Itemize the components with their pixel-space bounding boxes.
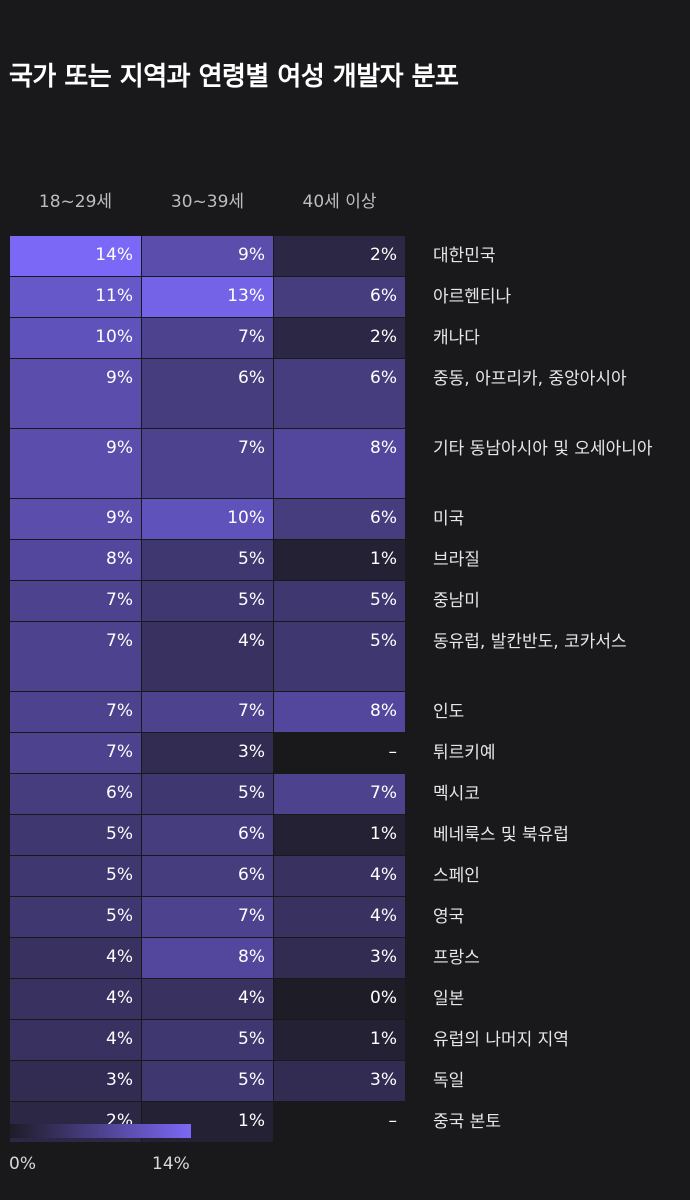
row-label: 캐나다 [433,328,480,348]
row-label: 기타 동남아시아 및 오세아니아 [433,439,653,459]
heatmap-cell: 5% [274,581,405,621]
heatmap-cell: 14% [10,236,141,276]
heatmap-cell: 9% [10,429,141,498]
heatmap-cell: 8% [274,429,405,498]
heatmap-cell: 5% [274,622,405,691]
heatmap-cell: 6% [142,815,273,855]
heatmap-cell: 5% [142,1020,273,1060]
heatmap-cell: 9% [10,359,141,428]
row-label: 멕시코 [433,784,480,804]
row-label: 독일 [433,1071,465,1091]
row-label: 아르헨티나 [433,287,512,307]
heatmap-cell: 6% [274,499,405,539]
heatmap-cell: 6% [10,774,141,814]
heatmap-cell: 7% [142,692,273,732]
heatmap-cell: 2% [274,318,405,358]
heatmap-cell: 3% [274,1061,405,1101]
heatmap-cell: 1% [274,540,405,580]
row-label: 스페인 [433,866,480,886]
row-label: 유럽의 나머지 지역 [433,1030,569,1050]
heatmap-cell: 8% [10,540,141,580]
heatmap-cell: 7% [142,897,273,937]
heatmap-cell: 3% [10,1061,141,1101]
heatmap-cell: 7% [10,581,141,621]
heatmap-cell: 3% [274,938,405,978]
row-label: 인도 [433,702,465,722]
row-label: 브라질 [433,550,480,570]
legend-color-scale [10,1124,191,1138]
heatmap-cell: – [274,1102,405,1142]
row-label: 대한민국 [433,246,496,266]
heatmap-cell: 6% [274,359,405,428]
heatmap-cell: 5% [10,815,141,855]
legend-min-label: 0% [9,1154,36,1174]
heatmap-cell: 4% [10,979,141,1019]
heatmap-cell: 7% [142,429,273,498]
heatmap-cell: 7% [274,774,405,814]
heatmap-cell: 0% [274,979,405,1019]
heatmap-cell: 4% [10,938,141,978]
heatmap-cell: 9% [10,499,141,539]
heatmap-cell: 4% [142,622,273,691]
heatmap-cell: 10% [142,499,273,539]
heatmap-cell: 6% [274,277,405,317]
heatmap-cell: 8% [274,692,405,732]
row-label: 일본 [433,989,465,1009]
row-label: 튀르키예 [433,743,496,763]
heatmap-cell: 7% [142,318,273,358]
heatmap-cell: – [274,733,405,773]
row-label: 프랑스 [433,948,480,968]
heatmap-cell: 4% [274,856,405,896]
heatmap-cell: 1% [274,815,405,855]
heatmap-cell: 6% [142,359,273,428]
heatmap-cell: 5% [10,856,141,896]
chart-title: 국가 또는 지역과 연령별 여성 개발자 분포 [9,62,459,92]
heatmap-cell: 4% [274,897,405,937]
heatmap-cell: 5% [10,897,141,937]
heatmap-cell: 8% [142,938,273,978]
row-label: 베네룩스 및 북유럽 [433,825,569,845]
row-label: 미국 [433,509,465,529]
heatmap-cell: 11% [10,277,141,317]
heatmap-cell: 7% [10,733,141,773]
row-label: 영국 [433,907,465,927]
heatmap-cell: 10% [10,318,141,358]
heatmap-cell: 5% [142,581,273,621]
heatmap-cell: 4% [10,1020,141,1060]
heatmap-cell: 9% [142,236,273,276]
heatmap-cell: 1% [142,1102,273,1142]
row-label: 중동, 아프리카, 중앙아시아 [433,369,627,389]
column-header: 18~29세 [38,192,113,212]
row-label: 중국 본토 [433,1112,501,1132]
heatmap-cell: 5% [142,1061,273,1101]
heatmap-cell: 13% [142,277,273,317]
heatmap-cell: 1% [274,1020,405,1060]
row-label: 중남미 [433,591,480,611]
heatmap-cell: 7% [10,692,141,732]
heatmap-cell: 2% [274,236,405,276]
heatmap-cell: 7% [10,622,141,691]
legend-max-label: 14% [152,1154,190,1174]
heatmap-cell: 5% [142,540,273,580]
heatmap-cell: 6% [142,856,273,896]
row-label: 동유럽, 발칸반도, 코카서스 [433,632,627,652]
column-header: 30~39세 [170,192,245,212]
heatmap-cell: 5% [142,774,273,814]
column-header: 40세 이상 [302,192,377,212]
heatmap-cell: 3% [142,733,273,773]
heatmap-cell: 4% [142,979,273,1019]
